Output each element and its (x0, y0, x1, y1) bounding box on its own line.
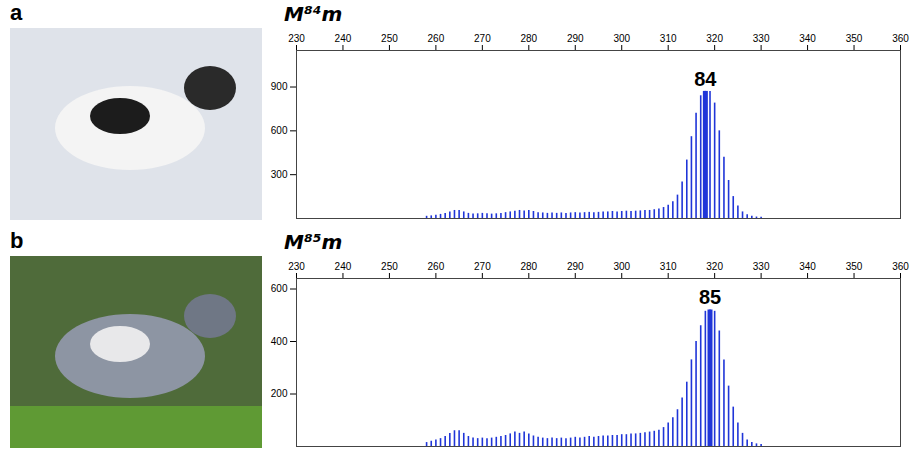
svg-text:330: 330 (753, 261, 770, 272)
svg-text:260: 260 (428, 261, 445, 272)
svg-text:340: 340 (799, 33, 816, 44)
svg-text:230: 230 (288, 33, 305, 44)
svg-text:280: 280 (520, 33, 537, 44)
svg-text:84: 84 (694, 68, 717, 90)
svg-text:350: 350 (846, 33, 863, 44)
svg-text:270: 270 (474, 33, 491, 44)
svg-text:200: 200 (271, 388, 288, 399)
svg-text:240: 240 (335, 261, 352, 272)
svg-text:360: 360 (892, 33, 909, 44)
svg-text:300: 300 (613, 261, 630, 272)
svg-text:320: 320 (706, 261, 723, 272)
svg-text:350: 350 (846, 261, 863, 272)
svg-text:330: 330 (753, 33, 770, 44)
svg-text:300: 300 (271, 169, 288, 180)
html-text:M⁸⁵m: M⁸⁵m (284, 230, 343, 254)
svg-text:290: 290 (567, 261, 584, 272)
svg-text:300: 300 (613, 33, 630, 44)
svg-text:250: 250 (381, 33, 398, 44)
svg-text:400: 400 (271, 336, 288, 347)
html-text:a: a (10, 0, 23, 25)
svg-text:320: 320 (706, 33, 723, 44)
svg-text:900: 900 (271, 81, 288, 92)
svg-text:280: 280 (520, 261, 537, 272)
svg-text:360: 360 (892, 261, 909, 272)
svg-text:240: 240 (335, 33, 352, 44)
svg-text:260: 260 (428, 33, 445, 44)
svg-text:600: 600 (271, 125, 288, 136)
svg-text:310: 310 (660, 261, 677, 272)
svg-text:290: 290 (567, 33, 584, 44)
svg-text:600: 600 (271, 283, 288, 294)
html-text:M⁸⁴m: M⁸⁴m (284, 2, 343, 26)
svg-text:270: 270 (474, 261, 491, 272)
svg-text:340: 340 (799, 261, 816, 272)
svg-text:250: 250 (381, 261, 398, 272)
html-text:b: b (10, 228, 24, 253)
svg-text:85: 85 (699, 286, 721, 308)
svg-text:230: 230 (288, 261, 305, 272)
svg-text:310: 310 (660, 33, 677, 44)
